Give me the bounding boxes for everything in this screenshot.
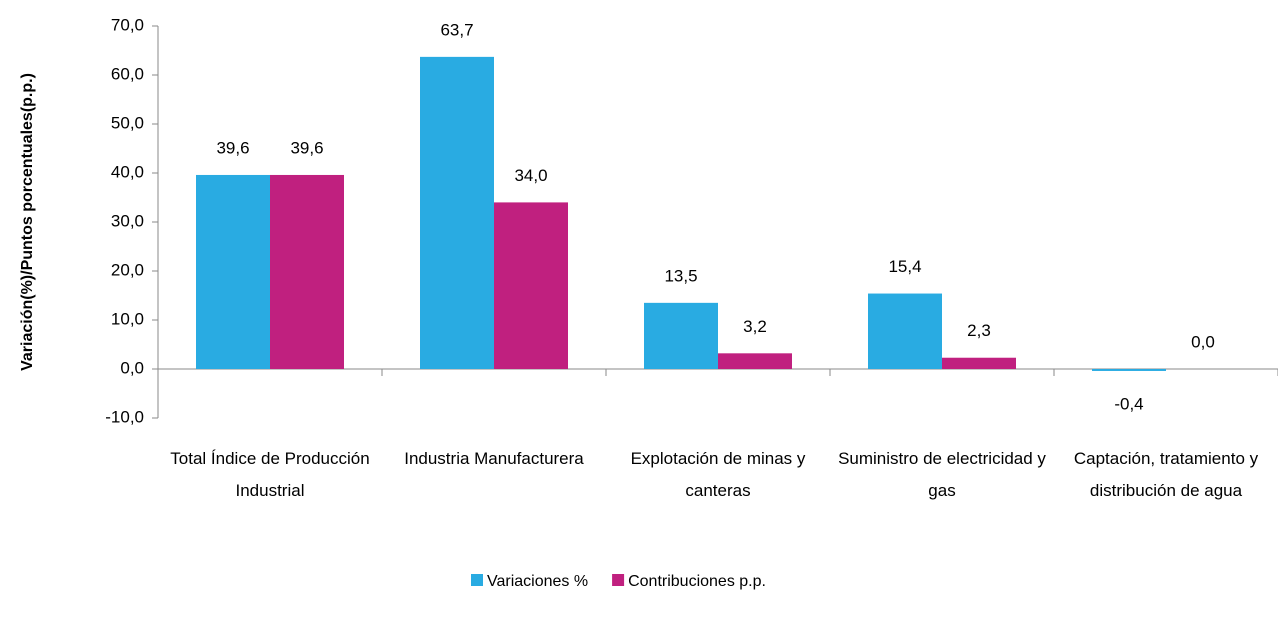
x-tick-label-line: Total Índice de Producción: [170, 449, 369, 468]
bar: [270, 174, 344, 369]
data-label: 39,6: [216, 138, 249, 157]
bar: [420, 56, 494, 370]
x-tick-label-line: Industrial: [236, 481, 305, 500]
y-tick-label: 30,0: [111, 211, 144, 230]
y-tick-label: 60,0: [111, 64, 144, 83]
legend-label: Contribuciones p.p.: [628, 573, 766, 590]
x-tick-label: Industria Manufacturera: [404, 449, 584, 468]
data-label: 15,4: [888, 257, 921, 276]
bar: [1092, 369, 1166, 371]
legend-swatch: [471, 574, 483, 586]
y-tick-label: -10,0: [105, 407, 144, 426]
bar: [718, 353, 792, 369]
y-axis-label: Variación(%)/Puntos porcentuales(p.p.): [19, 73, 36, 371]
data-label: 0,0: [1191, 332, 1215, 351]
data-label: 39,6: [290, 138, 323, 157]
y-tick-label: 10,0: [111, 309, 144, 328]
data-label: 63,7: [440, 20, 473, 39]
data-label: 2,3: [967, 321, 991, 340]
y-tick-label: 20,0: [111, 260, 144, 279]
y-tick-label: 0,0: [120, 358, 144, 377]
x-tick-label-line: distribución de agua: [1090, 481, 1243, 500]
x-tick-label-line: Industria Manufacturera: [404, 449, 584, 468]
y-tick-label: 50,0: [111, 113, 144, 132]
x-tick-label: Captación, tratamiento y distribución de …: [1074, 449, 1259, 500]
x-tick-label-line: canteras: [685, 481, 750, 500]
y-tick-label: 40,0: [111, 162, 144, 181]
x-tick-label: Suministro de electricidad y gas: [838, 449, 1046, 500]
legend-label: Variaciones %: [487, 573, 588, 590]
data-label: 3,2: [743, 317, 767, 336]
bar: [494, 202, 568, 369]
legend-swatch: [612, 574, 625, 586]
bar: [942, 357, 1016, 369]
y-tick-label: 70,0: [111, 15, 144, 34]
data-label: 13,5: [664, 266, 697, 285]
bar: [196, 174, 270, 369]
x-tick-label-line: Suministro de electricidad y: [838, 449, 1046, 468]
bar: [868, 293, 942, 369]
data-label: 34,0: [514, 166, 547, 185]
x-tick-label-line: Captación, tratamiento y: [1074, 449, 1259, 468]
x-tick-label: Total Índice de Producción Industrial: [170, 449, 369, 500]
bar: [644, 302, 718, 369]
x-tick-label: Explotación de minas y canteras: [631, 449, 806, 500]
data-label: -0,4: [1114, 394, 1143, 413]
x-tick-label-line: gas: [928, 481, 955, 500]
x-tick-label-line: Explotación de minas y: [631, 449, 806, 468]
